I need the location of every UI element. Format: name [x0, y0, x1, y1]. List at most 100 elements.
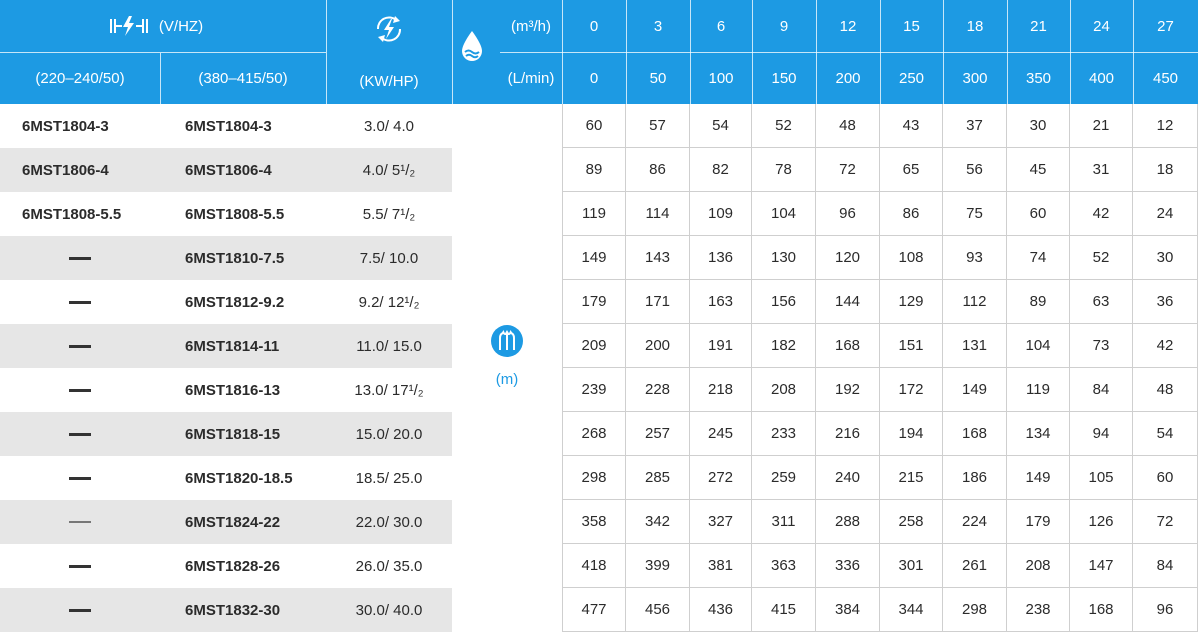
head-value-cell: 119	[1007, 368, 1070, 412]
head-value-cell: 131	[943, 324, 1007, 368]
head-value-cell: 228	[626, 368, 690, 412]
head-value-cell: 168	[1070, 588, 1133, 632]
single-phase-model	[0, 368, 160, 412]
head-value-cell: 75	[943, 192, 1007, 236]
head-value-cell: 311	[752, 500, 816, 544]
head-value-cell: 239	[562, 368, 626, 412]
head-value-cell: 156	[752, 280, 816, 324]
flow-unit-m3h: (m³/h)	[511, 17, 551, 35]
motor-power-value: 9.2/ 12¹/₂	[358, 293, 420, 311]
head-value-cell: 240	[816, 456, 880, 500]
head-value-cell: 238	[1007, 588, 1070, 632]
head-value-cell: 56	[943, 148, 1007, 192]
motor-power-icon	[326, 0, 452, 58]
head-value-cell: 272	[690, 456, 752, 500]
head-value-cell: 78	[752, 148, 816, 192]
head-value-cell: 191	[690, 324, 752, 368]
head-value-cell: 60	[562, 104, 626, 148]
single-phase-model	[0, 412, 160, 456]
three-phase-model: 6MST1832-30	[185, 601, 281, 619]
head-value-cell: 363	[752, 544, 816, 588]
table-row: 6MST1818-15 15.0/ 20.0	[0, 412, 452, 456]
head-value-cell: 104	[1007, 324, 1070, 368]
head-value-cell: 342	[626, 500, 690, 544]
head-value-cell: 358	[562, 500, 626, 544]
head-value-cell: 112	[943, 280, 1007, 324]
flow-m3h-value: 15	[903, 17, 920, 35]
head-value-cell: 24	[1133, 192, 1198, 236]
flow-lmin-value: 100	[708, 70, 734, 87]
head-value-cell: 119	[562, 192, 626, 236]
not-available-dash	[69, 608, 91, 612]
head-column: (m)	[452, 104, 562, 639]
three-phase-model: 6MST1808-5.5	[185, 205, 285, 223]
table-row: 6MST1812-9.2 9.2/ 12¹/₂	[0, 280, 452, 324]
table-row: 6MST1806-4 6MST1806-4 4.0/ 5¹/₂	[0, 148, 452, 192]
head-value-cell: 48	[1133, 368, 1198, 412]
not-available-dash	[69, 388, 91, 392]
head-value-cell: 57	[626, 104, 690, 148]
three-phase-model: 6MST1824-22	[185, 513, 281, 531]
head-value-cell: 60	[1133, 456, 1198, 500]
head-value-cell: 336	[816, 544, 880, 588]
head-value-cell: 384	[816, 588, 880, 632]
head-value-cell: 381	[690, 544, 752, 588]
head-value-cell: 84	[1133, 544, 1198, 588]
flow-lmin-value: 400	[1088, 70, 1115, 87]
voltage-3ph-header: (380–415/50)	[198, 70, 288, 87]
three-phase-model: 6MST1804-3	[185, 117, 272, 135]
head-value-cell: 134	[1007, 412, 1070, 456]
head-value-cell: 30	[1007, 104, 1070, 148]
table-row: 6MST1832-30 30.0/ 40.0	[0, 588, 452, 632]
head-value-cell: 456	[626, 588, 690, 632]
head-value-cell: 327	[690, 500, 752, 544]
three-phase-model: 6MST1816-13	[185, 381, 281, 399]
single-phase-model	[0, 588, 160, 632]
flow-lmin-value: 200	[835, 70, 861, 87]
motor-power-value: 15.0/ 20.0	[355, 425, 423, 443]
head-value-cell: 179	[562, 280, 626, 324]
not-available-dash	[69, 300, 91, 304]
water-drop-icon	[460, 30, 484, 69]
head-value-cell: 12	[1133, 104, 1198, 148]
head-value-cell: 42	[1133, 324, 1198, 368]
power-label: (KW/HP)	[359, 72, 419, 90]
motor-power-value: 18.5/ 25.0	[355, 469, 423, 487]
motor-power-value: 3.0/ 4.0	[363, 117, 415, 135]
head-value-cell: 208	[752, 368, 816, 412]
head-value-cell: 126	[1070, 500, 1133, 544]
head-value-cell: 60	[1007, 192, 1070, 236]
flow-m3h-value: 12	[839, 17, 857, 35]
head-value-cell: 172	[880, 368, 943, 412]
table-row: 6MST1810-7.5 7.5/ 10.0	[0, 236, 452, 280]
head-value-cell: 344	[880, 588, 943, 632]
not-available-dash	[69, 344, 91, 348]
table-header: (V/HZ) (220–240/50) (380–415/50) (KW/HP)	[0, 0, 1198, 104]
head-value-cell: 147	[1070, 544, 1133, 588]
head-value-cell: 89	[1007, 280, 1070, 324]
head-value-cell: 104	[752, 192, 816, 236]
flow-unit-lmin: (L/min)	[507, 70, 555, 87]
not-available-dash	[69, 432, 91, 436]
head-value-cell: 218	[690, 368, 752, 412]
head-value-cell: 96	[1133, 588, 1198, 632]
head-value-cell: 288	[816, 500, 880, 544]
flow-m3h-value: 9	[779, 17, 789, 35]
flow-m3h-value: 6	[716, 17, 726, 35]
head-value-cell: 149	[562, 236, 626, 280]
table-row: 6MST1820-18.5 18.5/ 25.0	[0, 456, 452, 500]
flow-m3h-value: 24	[1093, 17, 1110, 35]
flow-lmin-value: 250	[898, 70, 925, 87]
flow-lmin-value: 0	[589, 70, 599, 87]
head-value-cell: 109	[690, 192, 752, 236]
head-value-cell: 216	[816, 412, 880, 456]
table-row: 6MST1814-11 11.0/ 15.0	[0, 324, 452, 368]
head-value-cell: 149	[1007, 456, 1070, 500]
head-value-cell: 163	[690, 280, 752, 324]
head-value-cell: 89	[562, 148, 626, 192]
head-value-cell: 194	[880, 412, 943, 456]
flow-m3h-value: 21	[1030, 17, 1047, 35]
head-value-cell: 298	[943, 588, 1007, 632]
head-value-cell: 54	[1133, 412, 1198, 456]
head-value-cell: 94	[1070, 412, 1133, 456]
